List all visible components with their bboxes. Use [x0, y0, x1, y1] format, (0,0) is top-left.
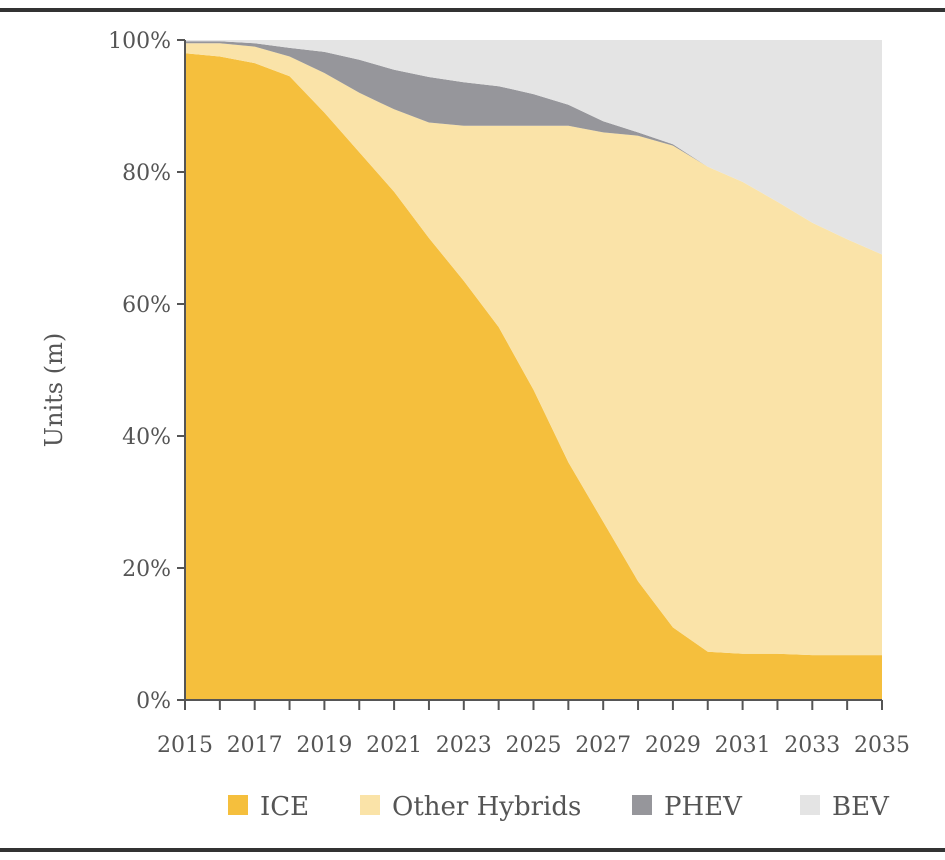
y-tick-label: 0% [136, 689, 171, 714]
legend-swatch-phev [632, 795, 652, 815]
x-tick-label: 2033 [784, 733, 840, 758]
legend-label-ice: ICE [260, 792, 309, 822]
legend-swatch-other-hybrids [360, 795, 380, 815]
legend-swatch-bev [800, 795, 820, 815]
x-tick-label: 2021 [366, 733, 422, 758]
legend: ICE Other Hybrids PHEV BEV [228, 792, 890, 822]
area-series-layer [185, 40, 882, 700]
area-series-bev [185, 40, 882, 255]
x-tick-label: 2023 [436, 733, 492, 758]
y-tick-label: 40% [122, 425, 171, 450]
y-tick-label: 100% [108, 29, 171, 54]
x-tick-label: 2025 [506, 733, 562, 758]
area-series-ice [185, 53, 882, 700]
area-series-other-hybrids [185, 43, 882, 656]
legend-label-phev: PHEV [664, 792, 743, 822]
y-tick-label: 60% [122, 293, 171, 318]
x-tick-label: 2015 [157, 733, 213, 758]
x-tick-label: 2019 [296, 733, 352, 758]
x-tick-label: 2035 [854, 733, 910, 758]
legend-label-bev: BEV [832, 792, 890, 822]
y-tick-label: 20% [122, 557, 171, 582]
y-axis-title: Units (m) [40, 333, 68, 447]
x-tick-label: 2017 [227, 733, 283, 758]
x-tick-label: 2031 [715, 733, 771, 758]
legend-label-other-hybrids: Other Hybrids [392, 792, 581, 822]
x-tick-label: 2029 [645, 733, 701, 758]
legend-swatch-ice [228, 795, 248, 815]
y-tick-label: 80% [122, 161, 171, 186]
axes-layer: 0% 20% 40% 60% 80% 100% 2015 2017 2019 2021 2023 20… [108, 29, 910, 758]
x-tick-label: 2027 [575, 733, 631, 758]
